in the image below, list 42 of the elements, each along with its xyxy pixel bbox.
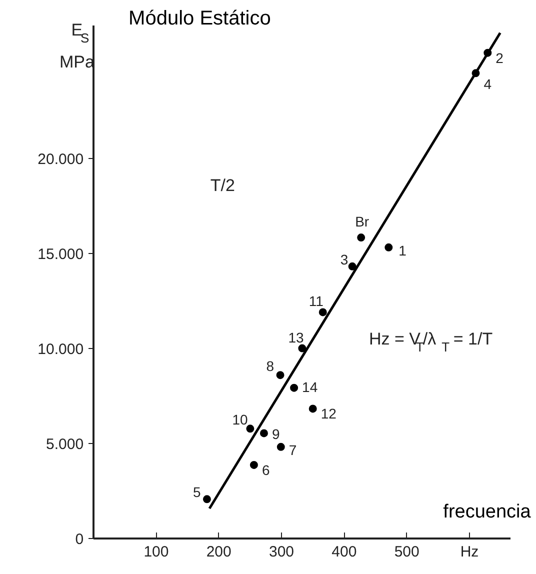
point <box>290 384 298 392</box>
point <box>318 308 327 316</box>
point <box>276 442 285 451</box>
x-tick-label: 200 <box>206 543 232 560</box>
y-tick-label: 15.000 <box>38 246 84 263</box>
annotation: 10 <box>232 412 248 428</box>
annotation: Br <box>355 214 370 230</box>
x-tick-label: 500 <box>394 543 420 560</box>
point <box>384 243 393 252</box>
y-tick-label: 20.000 <box>38 150 84 168</box>
point <box>246 424 254 433</box>
point <box>348 262 356 270</box>
point <box>202 495 211 504</box>
x-tick-label: 400 <box>332 543 357 560</box>
annotation: 11 <box>308 293 324 310</box>
annotation: 4 <box>484 76 492 92</box>
y-tick-label: 0 <box>75 530 84 548</box>
y-tick-label: 5.000 <box>46 436 84 453</box>
annotation: 3 <box>340 251 348 268</box>
point <box>250 460 258 469</box>
annotation: 13 <box>288 329 304 346</box>
point <box>298 344 306 352</box>
y-tick-label: 10.000 <box>38 340 84 358</box>
x-tick-label: 300 <box>269 543 294 560</box>
annotation: T/2 <box>210 176 235 195</box>
chart-title: Módulo Estático <box>128 7 271 30</box>
x-tick-label: 100 <box>144 543 169 560</box>
annotation: 5 <box>192 484 201 500</box>
x-tick-label: Hz <box>460 543 479 560</box>
point <box>308 404 317 413</box>
annotation: 1 <box>398 242 407 258</box>
point <box>357 234 366 242</box>
point <box>260 429 268 438</box>
annotation: 9 <box>272 426 280 442</box>
annotation: 2 <box>496 50 504 66</box>
annotation: 14 <box>302 378 318 395</box>
x-axis-title: frecuencia <box>443 501 532 522</box>
annotation: 12 <box>320 406 337 422</box>
annotation: 7 <box>288 442 297 458</box>
annotation: 6 <box>262 462 270 478</box>
point <box>276 371 284 380</box>
annotation: 8 <box>266 358 274 374</box>
